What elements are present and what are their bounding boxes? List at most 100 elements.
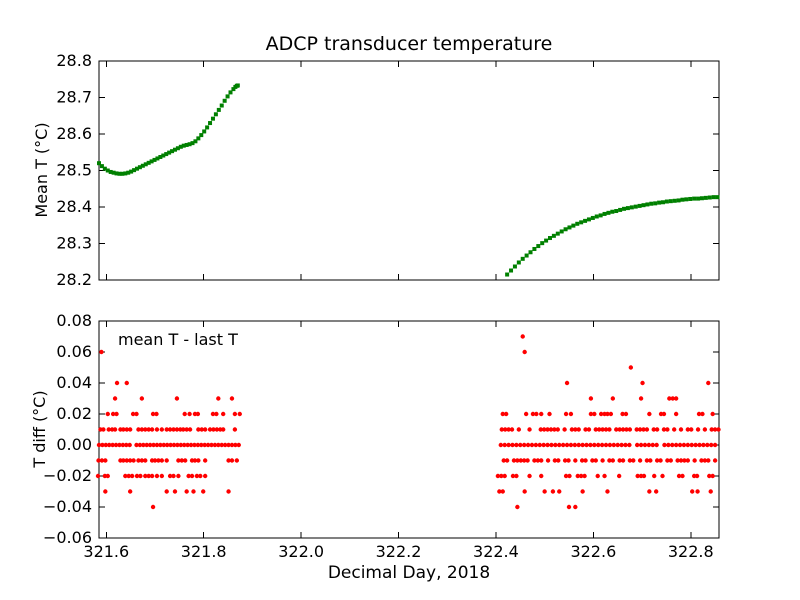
data-point-dot [564,442,570,448]
data-point-dot [644,427,650,432]
data-point-dot [134,411,139,417]
data-point-dot [631,458,636,463]
data-point-dot [525,458,530,463]
data-point-dot [673,396,679,401]
data-point-dot [701,442,706,448]
data-point-square [123,171,128,176]
data-point-dot [677,442,683,448]
data-point-dot [237,411,242,417]
data-point-dot [702,427,708,432]
x-tick-label: 322.8 [668,542,714,561]
data-point-dot [696,411,702,417]
data-point-dot [600,458,605,463]
data-point-square [598,213,603,218]
data-point-square [606,210,611,215]
data-point-dot [600,427,605,432]
data-point-dot [500,489,505,494]
data-point-dot [110,442,115,448]
data-point-dot [174,427,180,432]
data-point-square [512,264,517,269]
data-point-dot [588,411,594,417]
data-point-dot [610,458,616,463]
data-point-dot [161,442,166,448]
data-point-dot [184,489,189,494]
data-point-dot [602,473,607,479]
data-point-dot [510,473,516,479]
data-point-dot [506,442,511,448]
data-point-dot [522,489,527,494]
data-point-square [618,207,623,212]
data-point-dot [114,411,119,417]
data-point-dot [515,458,520,463]
data-point-square [547,236,552,241]
data-point-dot [710,473,715,479]
data-point-dot [708,489,713,494]
data-point-dot [539,458,544,463]
data-point-square [516,260,521,265]
data-point-dot [182,411,187,417]
data-point-dot [712,458,718,463]
data-point-square [114,171,119,176]
data-point-dot [605,489,610,494]
data-point-dot [607,442,613,448]
data-point-dot [595,473,600,479]
annotation-label: mean T - last T [118,330,238,349]
data-point-dot [693,442,698,448]
data-point-dot [146,473,151,479]
data-point-square [149,159,154,164]
data-point-dot [232,427,238,432]
data-point-dot [662,442,667,448]
data-point-dot [186,473,191,479]
data-point-dot [497,489,502,494]
data-point-dot [583,458,588,463]
data-point-square [172,147,177,152]
data-point-dot [107,442,112,448]
data-point-dot [181,427,186,432]
axes-frame [98,60,720,281]
data-point-dot [207,427,213,432]
data-point-dot [525,442,531,448]
data-point-dot [95,473,101,479]
data-point-dot [685,458,691,463]
data-point-square [134,166,139,171]
data-point-square [167,150,172,155]
data-point-dot [511,458,517,463]
data-point-dot [685,442,691,448]
data-point-square [158,154,163,159]
data-point-dot [678,458,684,463]
top-y-axis-label: Mean T (°C) [32,122,51,218]
data-point-dot [620,411,625,417]
data-point-dot [548,427,554,432]
data-point-square [602,211,607,216]
data-point-dot [199,427,204,432]
data-point-dot [560,442,566,448]
data-point-dot [99,349,104,355]
data-point-square [184,142,189,147]
data-point-dot [654,427,660,432]
data-point-dot [620,427,626,432]
data-point-square [155,156,160,161]
data-point-dot [112,427,118,432]
data-point-dot [607,427,612,432]
data-point-dot [700,411,705,417]
data-point-dot [538,427,543,432]
data-point-dot [216,442,221,448]
data-point-dot [176,458,181,463]
data-point-dot [179,458,184,463]
data-point-dot [646,442,652,448]
data-point-dot [607,458,612,463]
data-point-dot [183,458,188,463]
data-point-square [205,125,210,130]
data-point-dot [549,442,554,448]
data-point-dot [202,442,207,448]
data-point-dot [680,473,685,479]
data-point-square [544,238,549,243]
data-point-dot [710,411,715,417]
data-point-dot [131,458,136,463]
data-point-square [579,220,584,225]
data-point-square [688,196,693,201]
data-point-square [664,199,669,204]
y-tick-label: 28.8 [56,51,92,70]
data-point-square [633,204,638,209]
y-tick-label: 0.00 [56,435,92,454]
